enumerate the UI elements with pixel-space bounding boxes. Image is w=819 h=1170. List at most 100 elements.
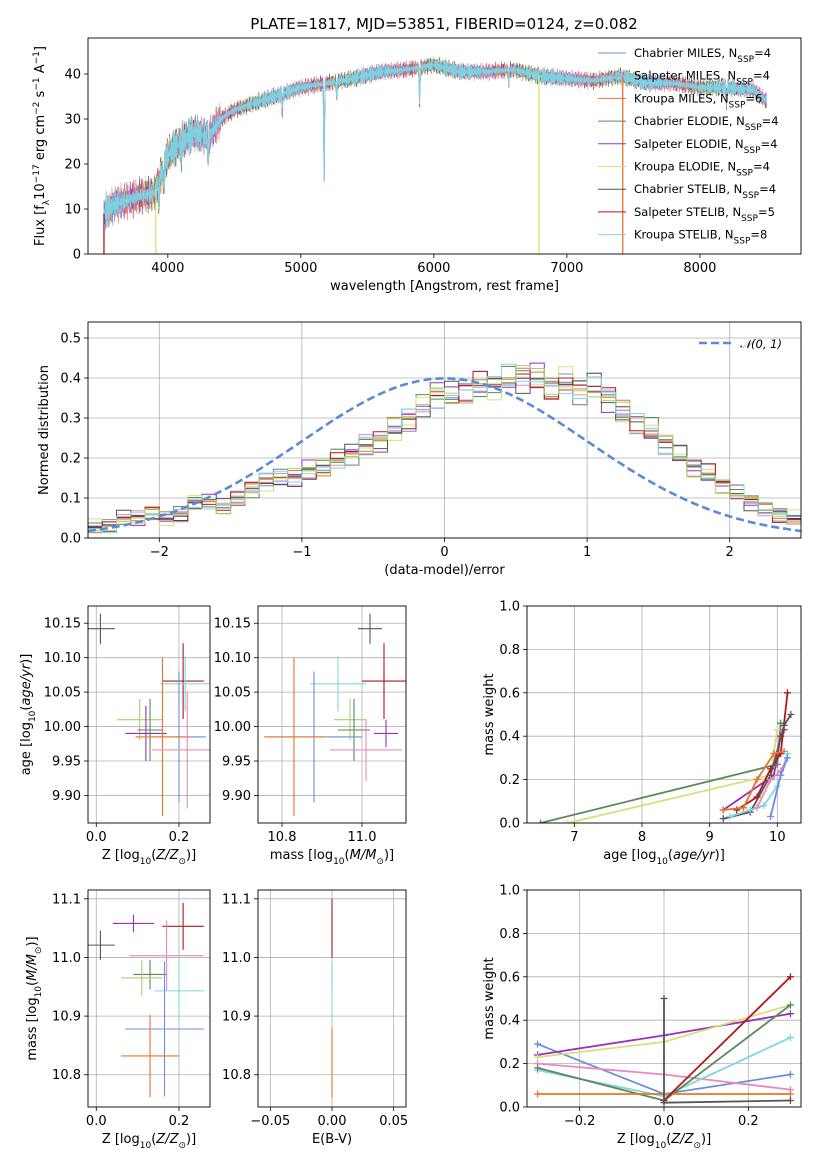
mass-weight-point (739, 804, 747, 812)
y-tick-label: 1.0 (499, 600, 520, 615)
mass-weight-point (786, 1070, 794, 1078)
mass-weight-point (537, 819, 545, 823)
legend-entry: Kroupa MILES, NSSP=6 (634, 91, 762, 110)
plot-area (88, 613, 210, 817)
y-tick-label: 10.15 (44, 617, 81, 632)
y-tick-label: 0.4 (60, 372, 81, 387)
label-part: −2 (32, 102, 42, 115)
y-tick-label: 0.4 (499, 730, 520, 745)
y-axis-label: mass weight (482, 957, 497, 1039)
spectrum-line (103, 58, 767, 227)
x-tick-label: 8 (638, 830, 646, 845)
label-part: ( (345, 848, 350, 863)
x-tick-label: 0.05 (379, 1114, 408, 1129)
label-part: =4 (759, 182, 776, 196)
mass-weight-point (719, 815, 727, 823)
mass-weight-point (719, 806, 727, 814)
x-tick-label: 0 (440, 545, 448, 560)
label-part: Chabrier ELODIE, N (634, 114, 745, 128)
label-part: 10 (34, 986, 44, 998)
x-tick-label: 6000 (417, 261, 450, 276)
plot-area (88, 362, 801, 534)
label-part: SSP (736, 169, 753, 179)
panel-mass-vs-EBV: −0.05 0.00 0.05 10.8 10.9 11.0 11.1 E(B-V) (222, 889, 408, 1147)
label-part: wavelength [Angstrom, rest frame] (330, 279, 559, 294)
label-part: M/M (25, 954, 40, 981)
label-part: E(B-V) (312, 1132, 352, 1147)
label-part: mass [log (25, 997, 40, 1060)
label-part: Flux [f (33, 205, 48, 246)
mass-weight-point (770, 750, 778, 758)
label-part: ( (151, 1132, 156, 1147)
y-axis-label: Flux [fλ10−17 erg cm−2 s−1 A−1] (32, 46, 52, 246)
mass-weight-point (767, 776, 775, 784)
y-tick-label: 10.15 (214, 617, 251, 632)
y-tick-label: 10.05 (44, 686, 81, 701)
x-tick-label: −0.05 (250, 1114, 290, 1129)
label-part: SSP (745, 123, 762, 133)
x-tick-label: 10 (769, 830, 786, 845)
y-tick-label: 0.8 (499, 927, 520, 942)
y-axis-label: mass weight (482, 673, 497, 755)
label-part: SSP (742, 191, 759, 201)
label-part: Kroupa MILES, N (634, 91, 729, 105)
legend-entry: Chabrier MILES, NSSP=4 (634, 46, 771, 65)
mass-weight-point (660, 1099, 668, 1107)
label-part: 10 (140, 1141, 152, 1151)
mass-weight-point (783, 689, 791, 697)
plot-area (537, 689, 795, 823)
plot-area (534, 973, 794, 1107)
label-part: )] (25, 936, 40, 946)
label-part: ] (33, 46, 48, 51)
label-part: SSP (737, 55, 754, 65)
legend-entry: Kroupa ELODIE, NSSP=4 (634, 160, 770, 179)
y-tick-label: 10.05 (214, 686, 251, 701)
label-part: mass weight (482, 957, 497, 1039)
y-axis-label: age [log10(age/yr)] (19, 654, 38, 776)
label-part: ( (151, 848, 156, 863)
mass-weight-point (534, 1064, 542, 1072)
label-part: ⊙ (178, 857, 186, 867)
mass-weight-point (726, 812, 734, 820)
label-part: Chabrier STELIB, N (634, 182, 742, 196)
y-tick-label: 0.0 (499, 1101, 520, 1116)
mass-weight-point (786, 973, 794, 981)
plot-area (103, 55, 767, 254)
legend-entry: Chabrier ELODIE, NSSP=4 (634, 114, 779, 133)
figure-panels: 4000 5000 6000 7000 8000010203040wavelength … (19, 37, 802, 1151)
y-tick-label: 10.9 (222, 1010, 251, 1025)
label-part: Z/Z (155, 848, 179, 863)
y-tick-label: 9.90 (52, 789, 81, 804)
label-part: age [log (603, 848, 656, 863)
x-tick-label: −2 (150, 545, 169, 560)
x-tick-label: 1 (583, 545, 591, 560)
label-part: Z/Z (670, 1132, 694, 1147)
y-tick-label: 10.10 (214, 651, 251, 666)
y-tick-label: 0.2 (499, 773, 520, 788)
legend-entry: Chabrier STELIB, NSSP=4 (634, 182, 776, 201)
x-tick-label: 9 (706, 830, 714, 845)
figure-title: PLATE=1817, MJD=53851, FIBERID=0124, z=0… (250, 15, 637, 33)
label-part: =6 (745, 91, 762, 105)
plot-area (264, 613, 406, 817)
label-part: ⊙ (376, 857, 384, 867)
mass-weight-point (767, 812, 775, 820)
mass-weight-point (773, 726, 781, 734)
legend-entry: Kroupa STELIB, NSSP=8 (634, 228, 767, 247)
label-part: ⊙ (34, 947, 44, 955)
y-tick-label: 1.0 (499, 884, 520, 899)
label-part: 10 (28, 710, 38, 722)
label-part: =4 (753, 160, 770, 174)
y-axis-label: Normed distribution (37, 365, 52, 495)
label-part: ( (668, 848, 673, 863)
legend-entry: Salpeter ELODIE, NSSP=4 (634, 137, 777, 156)
x-axis-label: Z [log10(Z/Z⊙)] (102, 1132, 196, 1151)
x-tick-label: 4000 (151, 261, 184, 276)
label-part: )] (186, 848, 196, 863)
label-part: Salpeter STELIB, N (634, 205, 741, 219)
label-part: SSP (729, 100, 746, 110)
y-tick-label: 11.0 (52, 951, 81, 966)
y-tick-label: 11.1 (52, 892, 81, 907)
label-part: age/yr (673, 848, 716, 863)
label-part: =4 (754, 46, 771, 60)
